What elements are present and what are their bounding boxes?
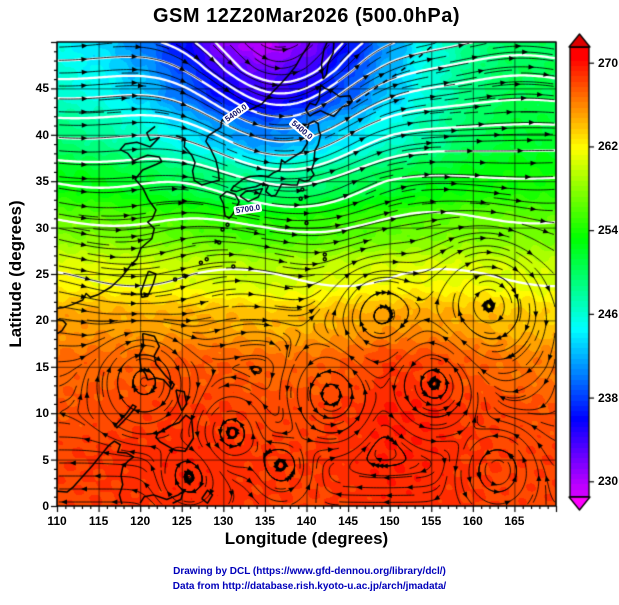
x-tick-label: 160 [462, 514, 483, 528]
x-tick-label: 155 [421, 514, 442, 528]
colorbar-tick-label: 230 [598, 474, 619, 489]
x-tick-label: 115 [88, 514, 109, 528]
x-tick-label: 125 [171, 514, 192, 528]
chart-title: GSM 12Z20Mar2026 (500.0hPa) [153, 5, 460, 27]
y-tick-label: 20 [35, 313, 49, 328]
credit-line-data: Data from http://database.rish.kyoto-u.a… [172, 581, 447, 592]
x-tick-label: 145 [338, 514, 359, 528]
x-tick-label: 140 [296, 514, 317, 528]
credit-line-dcl: Drawing by DCL (https://www.gfd-dennou.o… [173, 566, 446, 577]
colorbar-tick-label: 254 [598, 223, 619, 238]
x-tick-label: 165 [504, 514, 525, 528]
y-tick-label: 10 [35, 406, 49, 421]
y-tick-label: 0 [42, 499, 49, 513]
x-tick-label: 135 [254, 514, 275, 528]
x-axis-label: Longitude (degrees) [224, 529, 389, 548]
x-tick-label: 150 [379, 514, 400, 528]
colorbar-tick-label: 270 [598, 55, 619, 70]
colorbar-tick-label: 246 [598, 306, 619, 321]
y-tick-label: 15 [35, 359, 49, 374]
y-tick-label: 25 [35, 267, 49, 281]
y-tick-label: 45 [35, 81, 49, 96]
x-tick-label: 130 [213, 514, 234, 528]
colorbar-tick-label: 238 [598, 390, 619, 405]
x-tick-label: 120 [130, 514, 151, 528]
y-tick-label: 40 [35, 127, 49, 142]
y-tick-label: 5 [42, 452, 49, 467]
y-tick-label: 30 [35, 220, 49, 235]
x-tick-label: 110 [47, 514, 67, 528]
colorbar-tick-label: 262 [598, 139, 619, 154]
y-tick-label: 35 [35, 174, 49, 189]
